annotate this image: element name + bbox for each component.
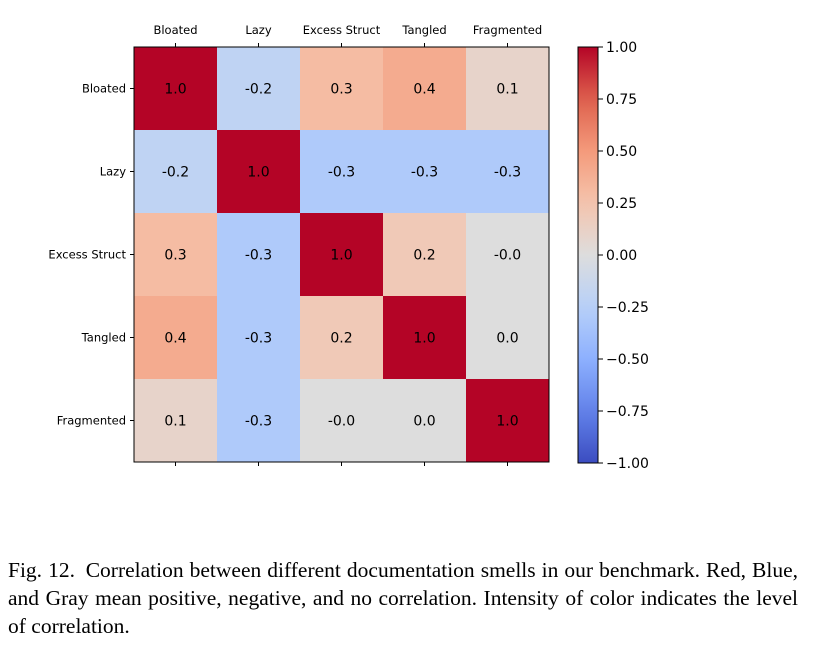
correlation-heatmap-figure: 1.0 -0.2 0.3 0.4 0.1 -0.2 1.0 -0.3 -0.3 -0.3 0.3 -0… (48, 23, 649, 472)
heatmap-cell (300, 130, 384, 214)
cell-value-label: -0.0 (494, 248, 521, 264)
y-tick-label-bloated: Bloated (82, 82, 126, 96)
cell-value-label: 1.0 (164, 82, 186, 98)
heatmap-cell (383, 47, 467, 131)
heatmap-cell (383, 296, 467, 380)
heatmap-cell (383, 130, 467, 214)
heatmap-cell (466, 213, 550, 297)
cell-value-label: 1.0 (496, 414, 518, 430)
cell-value-label: -0.3 (494, 165, 521, 181)
heatmap-cell (466, 130, 550, 214)
heatmap-cell (134, 379, 218, 463)
heatmap-cell (300, 213, 384, 297)
heatmap-cell (383, 213, 467, 297)
heatmap-cell (217, 213, 301, 297)
heatmap-cell (300, 47, 384, 131)
cell-value-label: 0.1 (496, 82, 518, 98)
cell-value-label: -0.3 (411, 165, 438, 181)
heatmap-cell (383, 379, 467, 463)
cell-value-label: -0.3 (328, 165, 355, 181)
y-axis-left: Bloated Lazy Excess Struct Tangled Fragmente… (48, 82, 134, 428)
x-tick-label-excess-struct: Excess Struct (303, 23, 381, 37)
colorbar-tick-label: 0.00 (606, 248, 637, 264)
cell-value-label: 0.4 (164, 331, 186, 347)
heatmap-cell (217, 47, 301, 131)
cell-value-label: -0.0 (328, 414, 355, 430)
colorbar-tick-label: −0.75 (606, 404, 649, 420)
heatmap-cell (466, 379, 550, 463)
heatmap-cells (134, 47, 550, 463)
colorbar-tick-label: −0.50 (606, 352, 649, 368)
heatmap-cell (217, 130, 301, 214)
cell-value-label: 0.2 (330, 331, 352, 347)
heatmap-cell (217, 296, 301, 380)
x-axis-top: Bloated Lazy Excess Struct Tangled Fragmente… (153, 23, 542, 466)
heatmap-cell (134, 296, 218, 380)
colorbar: 1.00 0.75 0.50 0.25 0.00 −0.25 −0.50 −0.75 −1.00 (577, 40, 649, 472)
cell-value-label: 0.2 (413, 248, 435, 264)
cell-value-label: -0.2 (245, 82, 272, 98)
heatmap-cell (134, 213, 218, 297)
y-tick-label-excess-struct: Excess Struct (48, 248, 126, 262)
heatmap-cell (300, 379, 384, 463)
y-tick-label-tangled: Tangled (81, 331, 126, 345)
heatmap-cell (217, 379, 301, 463)
cell-value-label: 0.4 (413, 82, 435, 98)
cell-value-label: 0.0 (413, 414, 435, 430)
colorbar-tick-label: 0.25 (606, 196, 637, 212)
cell-value-label: 0.3 (330, 82, 352, 98)
x-tick-label-fragmented: Fragmented (473, 23, 542, 37)
colorbar-gradient (577, 46, 599, 464)
cell-value-label: 0.0 (496, 331, 518, 347)
y-tick-label-lazy: Lazy (100, 165, 126, 179)
cell-value-label: -0.3 (245, 331, 272, 347)
heatmap-cell (466, 47, 550, 131)
heatmap-cell (134, 130, 218, 214)
colorbar-tick-label: 0.75 (606, 92, 637, 108)
colorbar-tick-label: −1.00 (606, 456, 649, 472)
cell-value-label: 1.0 (247, 165, 269, 181)
colorbar-tick-label: 1.00 (606, 40, 637, 56)
colorbar-tick-label: −0.25 (606, 300, 649, 316)
cell-value-label: 1.0 (413, 331, 435, 347)
figure-caption: Fig. 12. Correlation between different d… (8, 558, 798, 638)
heatmap-cell (134, 47, 218, 131)
cell-value-label: -0.2 (162, 165, 189, 181)
cell-value-label: 0.1 (164, 414, 186, 430)
x-tick-label-lazy: Lazy (245, 23, 271, 37)
heatmap-cell-labels: 1.0 -0.2 0.3 0.4 0.1 -0.2 1.0 -0.3 -0.3 -0.3 0.3 -0… (162, 82, 521, 430)
cell-value-label: -0.3 (245, 248, 272, 264)
cell-value-label: 1.0 (330, 248, 352, 264)
x-tick-label-bloated: Bloated (153, 23, 197, 37)
heatmap-cell (466, 296, 550, 380)
cell-value-label: -0.3 (245, 414, 272, 430)
heatmap-cell (300, 296, 384, 380)
colorbar-tick-label: 0.50 (606, 144, 637, 160)
cell-value-label: 0.3 (164, 248, 186, 264)
x-tick-label-tangled: Tangled (401, 23, 446, 37)
y-tick-label-fragmented: Fragmented (57, 414, 126, 428)
